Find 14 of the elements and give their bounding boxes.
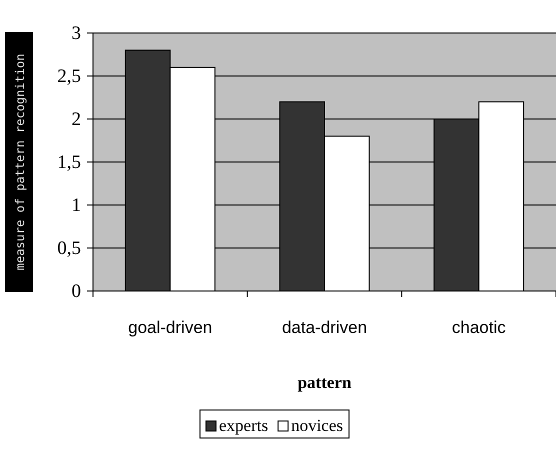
y-tick-label: 2,5 bbox=[57, 66, 81, 88]
x-tick-label: chaotic bbox=[452, 318, 506, 338]
x-tick-label: goal-driven bbox=[128, 318, 212, 338]
legend-label: novices bbox=[291, 416, 344, 435]
y-axis-title: measure of pattern recognition bbox=[13, 54, 27, 270]
y-tick-label: 2 bbox=[72, 109, 81, 130]
y-tick-label: 0,5 bbox=[57, 238, 81, 260]
legend-label: experts bbox=[218, 416, 268, 435]
x-axis-title: pattern bbox=[298, 373, 352, 392]
y-tick-label: 3 bbox=[72, 23, 81, 44]
y-tick-label: 0 bbox=[72, 281, 81, 302]
y-tick-label: 1 bbox=[72, 195, 81, 216]
x-tick-label: data-driven bbox=[282, 318, 368, 338]
y-tick-label: 1,5 bbox=[57, 152, 81, 174]
